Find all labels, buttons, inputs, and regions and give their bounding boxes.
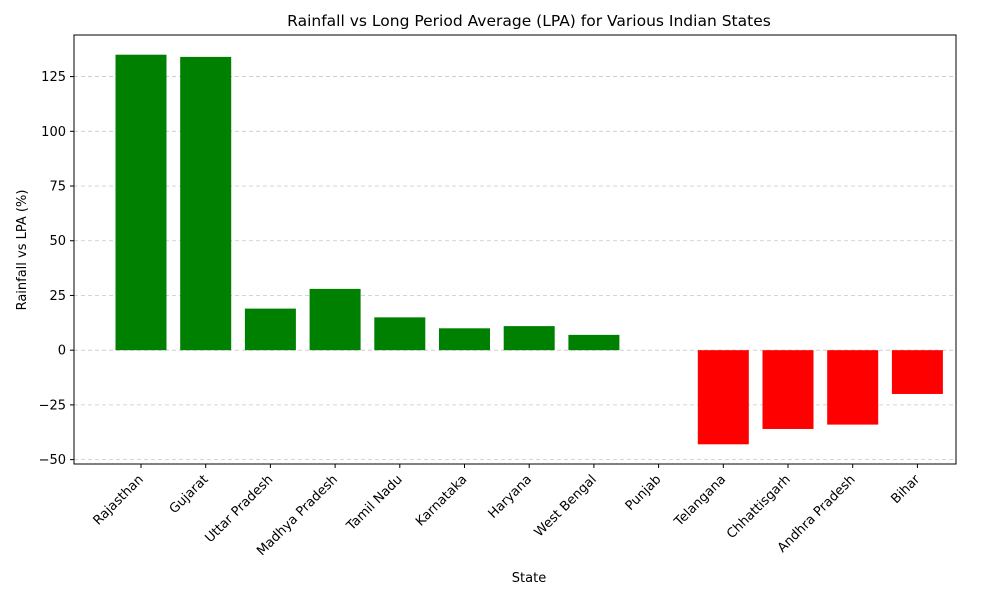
plot-frame bbox=[73, 34, 957, 465]
bars bbox=[115, 54, 943, 445]
y-tick-label: −25 bbox=[39, 398, 66, 413]
x-tick-label: Tamil Nadu bbox=[343, 472, 405, 534]
bar-rajasthan bbox=[115, 54, 167, 351]
x-tick-label: West Bengal bbox=[532, 472, 600, 540]
bar-gujarat bbox=[180, 56, 232, 351]
bar-haryana bbox=[503, 326, 555, 351]
bar-karnataka bbox=[439, 328, 490, 351]
x-tick-label: Bihar bbox=[889, 472, 924, 507]
y-tick-label: 100 bbox=[41, 125, 66, 140]
x-tick-label: Haryana bbox=[486, 472, 535, 521]
x-tick-label: Telangana bbox=[671, 472, 729, 530]
x-tick-label: Gujarat bbox=[167, 472, 212, 517]
bar-telangana bbox=[697, 350, 749, 445]
bar-bihar bbox=[891, 350, 943, 394]
y-axis-label: Rainfall vs LPA (%) bbox=[15, 190, 30, 311]
bar-madhya-pradesh bbox=[309, 288, 361, 351]
y-tick-label: 75 bbox=[49, 180, 66, 195]
y-tick-label: 125 bbox=[41, 70, 66, 85]
bar-andhra-pradesh bbox=[827, 350, 879, 425]
y-tick-label: −50 bbox=[39, 453, 66, 468]
bar-tamil-nadu bbox=[374, 317, 426, 351]
bar-chhattisgarh bbox=[762, 350, 814, 429]
y-tick-label: 25 bbox=[49, 289, 66, 304]
x-tick-label: Punjab bbox=[623, 472, 665, 514]
y-tick-label: 50 bbox=[49, 234, 66, 249]
x-tick-label: Rajasthan bbox=[91, 472, 147, 528]
x-axis-label: State bbox=[512, 571, 546, 586]
x-tick-label: Karnataka bbox=[413, 472, 470, 529]
bar-west-bengal bbox=[568, 334, 620, 351]
y-axis-ticks: −50 −25 0 25 50 75 100 125 bbox=[39, 70, 74, 468]
bar-uttar-pradesh bbox=[244, 308, 296, 351]
chart-title: Rainfall vs Long Period Average (LPA) fo… bbox=[287, 12, 771, 30]
x-tick-label: Chhattisgarh bbox=[724, 472, 794, 542]
y-tick-label: 0 bbox=[58, 344, 66, 359]
x-tick-label: Uttar Pradesh bbox=[202, 472, 276, 546]
